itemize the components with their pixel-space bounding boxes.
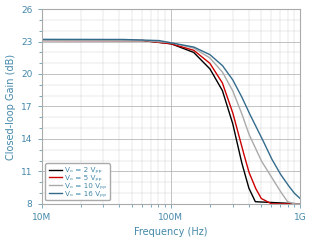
Vₒ = 10 Vₚₚ (40, 39, 43, 42)
Vₒ = 16 Vₚₚ (290, 189, 294, 192)
Vₒ = 2 Vₚₚ (243, 174, 247, 176)
Vₒ = 2 Vₚₚ (40, 39, 43, 42)
Vₒ = 2 Vₚₚ (291, 202, 295, 205)
Vₒ = 5 Vₚₚ (270, 202, 273, 205)
Vₒ = 2 Vₚₚ (298, 202, 302, 205)
Vₒ = 5 Vₚₚ (158, 41, 162, 44)
Vₒ = 16 Vₚₚ (53, 38, 57, 41)
Line: Vₒ = 16 Vₚₚ: Vₒ = 16 Vₚₚ (41, 39, 300, 199)
Vₒ = 5 Vₚₚ (243, 157, 247, 160)
Vₒ = 2 Vₚₚ (290, 202, 294, 205)
Vₒ = 10 Vₚₚ (165, 41, 169, 44)
Vₒ = 5 Vₚₚ (291, 202, 295, 205)
Vₒ = 16 Vₚₚ (291, 190, 295, 192)
Line: Vₒ = 5 Vₚₚ: Vₒ = 5 Vₚₚ (41, 40, 300, 204)
Vₒ = 10 Vₚₚ (290, 202, 294, 205)
Vₒ = 10 Vₚₚ (243, 122, 247, 125)
Vₒ = 16 Vₚₚ (165, 41, 169, 43)
Legend: Vₒ = 2 Vₚₚ, Vₒ = 5 Vₚₚ, Vₒ = 10 Vₚₚ, Vₒ = 16 Vₚₚ: Vₒ = 2 Vₚₚ, Vₒ = 5 Vₚₚ, Vₒ = 10 Vₚₚ, Vₒ … (45, 163, 110, 200)
Vₒ = 5 Vₚₚ (291, 202, 295, 205)
Vₒ = 5 Vₚₚ (298, 202, 302, 205)
Vₒ = 10 Vₚₚ (292, 202, 296, 205)
Line: Vₒ = 2 Vₚₚ: Vₒ = 2 Vₚₚ (41, 40, 300, 204)
Vₒ = 2 Vₚₚ (53, 39, 57, 42)
Vₒ = 5 Vₚₚ (165, 42, 169, 45)
Vₒ = 10 Vₚₚ (53, 39, 57, 42)
Vₒ = 2 Vₚₚ (158, 41, 162, 44)
Vₒ = 16 Vₚₚ (40, 38, 43, 41)
Vₒ = 10 Vₚₚ (291, 202, 295, 205)
Vₒ = 16 Vₚₚ (298, 197, 302, 200)
Vₒ = 16 Vₚₚ (243, 103, 247, 106)
Vₒ = 10 Vₚₚ (158, 40, 162, 43)
Vₒ = 5 Vₚₚ (53, 39, 57, 42)
Vₒ = 5 Vₚₚ (40, 39, 43, 42)
Vₒ = 10 Vₚₚ (298, 202, 302, 205)
X-axis label: Frequency (Hz): Frequency (Hz) (134, 227, 207, 237)
Vₒ = 16 Vₚₚ (158, 39, 162, 42)
Line: Vₒ = 10 Vₚₚ: Vₒ = 10 Vₚₚ (41, 40, 300, 204)
Vₒ = 2 Vₚₚ (165, 42, 169, 45)
Y-axis label: Closed-loop Gain (dB): Closed-loop Gain (dB) (6, 53, 16, 159)
